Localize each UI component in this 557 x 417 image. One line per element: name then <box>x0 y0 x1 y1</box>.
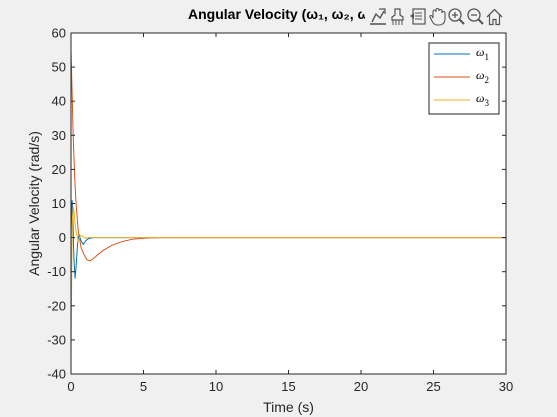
y-tick-label: 40 <box>52 94 66 109</box>
zoom-in-icon[interactable] <box>448 8 465 25</box>
legend-box <box>428 42 500 115</box>
y-tick-label: -40 <box>47 367 66 382</box>
y-tick-label: 30 <box>52 128 66 143</box>
y-axis-label: Angular Velocity (rad/s) <box>26 131 42 276</box>
toolbar-background <box>365 5 506 29</box>
x-axis-label: Time (s) <box>263 399 314 415</box>
x-ticks: 0 5 10 15 20 25 30 <box>67 33 513 394</box>
legend-items: ω1 ω2 ω3 <box>434 45 489 108</box>
y-ticks: -40 -30 -20 -10 0 10 20 30 40 50 60 <box>47 26 506 382</box>
y-tick-label: 50 <box>52 60 66 75</box>
x-tick-label: 25 <box>426 379 440 394</box>
x-tick-label: 20 <box>354 379 368 394</box>
chart-title: Angular Velocity (ω₁, ω₂, ω₃) <box>188 6 380 22</box>
x-tick-label: 0 <box>67 379 74 394</box>
y-tick-label: 60 <box>52 26 66 41</box>
zoom-out-icon[interactable] <box>467 8 484 25</box>
x-tick-label: 15 <box>281 379 295 394</box>
x-tick-label: 10 <box>209 379 223 394</box>
axes-toolbar <box>365 5 506 29</box>
x-tick-label: 5 <box>140 379 147 394</box>
y-tick-label: -30 <box>47 332 66 347</box>
y-tick-label: 20 <box>52 162 66 177</box>
legend[interactable]: ω1 ω2 ω3 <box>428 42 500 115</box>
data-tips-icon[interactable] <box>370 8 386 25</box>
y-tick-label: 10 <box>52 196 66 211</box>
y-tick-label: -10 <box>47 264 66 279</box>
y-tick-label: -20 <box>47 298 66 313</box>
pan-icon[interactable] <box>429 7 446 26</box>
brush-icon[interactable] <box>391 8 404 25</box>
link-icon[interactable] <box>410 8 426 25</box>
legend-label-1: ω1 <box>476 45 489 62</box>
legend-label-3: ω3 <box>476 91 489 108</box>
y-tick-label: 0 <box>59 230 66 245</box>
x-tick-label: 30 <box>499 379 513 394</box>
series-line-2 <box>70 50 506 262</box>
home-icon[interactable] <box>486 8 503 26</box>
legend-label-2: ω2 <box>476 68 489 85</box>
